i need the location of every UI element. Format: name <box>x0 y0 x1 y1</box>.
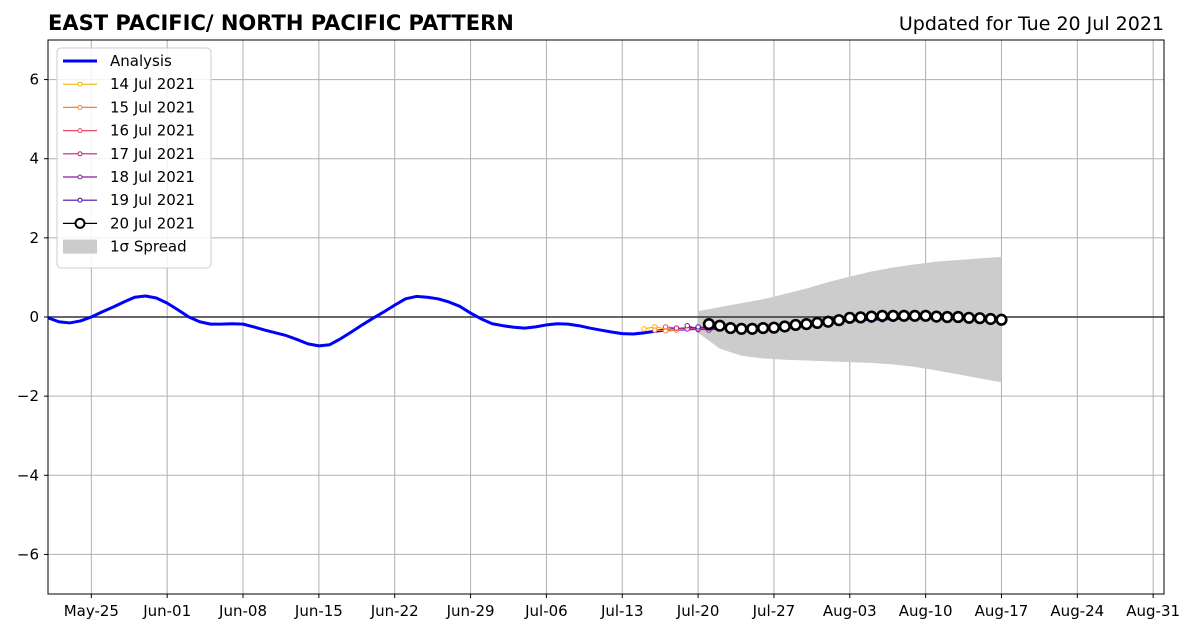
forecast-point <box>897 309 911 322</box>
x-tick-label: Aug-17 <box>975 602 1029 620</box>
y-tick-label: 0 <box>29 308 39 326</box>
y-tick-label: 6 <box>29 71 39 89</box>
forecast-point <box>746 322 759 335</box>
legend-swatch-marker <box>74 217 86 229</box>
legend-swatch-marker <box>77 128 83 134</box>
forecast-point <box>962 311 976 324</box>
y-tick-label: −4 <box>17 466 39 484</box>
x-tick-label: Aug-24 <box>1050 602 1104 620</box>
forecast-point <box>919 309 932 322</box>
chart-subtitle: Updated for Tue 20 Jul 2021 <box>899 13 1164 35</box>
legend-swatch-spread <box>63 239 97 254</box>
axis-ticks: May-25 Jun-01 Jun-08 Jun-15 Jun-22 Jun-29 Jul-… <box>17 71 1180 620</box>
x-tick-label: Aug-03 <box>823 602 877 620</box>
legend-box <box>56 47 212 269</box>
forecast-point <box>652 327 658 333</box>
forecast-point <box>832 314 846 327</box>
forecast-point <box>973 312 986 325</box>
forecast-point <box>843 311 856 324</box>
legend-label: Analysis <box>110 52 172 70</box>
forecast-point <box>876 309 889 322</box>
forecast-point <box>941 310 954 324</box>
analysis-line <box>48 294 699 348</box>
forecast-point <box>908 309 921 322</box>
y-tick-label: −2 <box>17 387 39 405</box>
legend-swatch-marker <box>77 81 83 87</box>
y-tick-label: 4 <box>29 150 39 168</box>
forecast-point <box>854 311 867 324</box>
x-tick-label: Aug-10 <box>899 602 953 620</box>
y-tick-label: 2 <box>29 229 39 247</box>
legend-swatch-marker <box>77 151 83 157</box>
forecast-point <box>684 323 690 329</box>
x-tick-label: Jun-29 <box>446 602 495 620</box>
legend-label: 20 Jul 2021 <box>110 214 195 232</box>
forecast-point <box>811 316 824 330</box>
x-tick-label: Jun-01 <box>142 602 191 620</box>
legend-label: 16 Jul 2021 <box>110 122 195 140</box>
x-tick-label: Jul-20 <box>676 602 720 620</box>
forecast-point <box>995 313 1008 326</box>
forecast-point <box>735 322 748 335</box>
forecast-point <box>702 318 716 331</box>
x-tick-label: Jun-15 <box>294 602 343 620</box>
legend-label: 18 Jul 2021 <box>110 168 195 186</box>
x-tick-label: Jul-27 <box>752 602 796 620</box>
forecast-point <box>695 324 701 330</box>
forecast-point <box>724 321 737 335</box>
forecast-point <box>800 318 813 331</box>
legend-label: 14 Jul 2021 <box>110 75 195 93</box>
forecast-point <box>789 318 802 332</box>
forecast-point <box>673 325 680 331</box>
x-tick-label: Jul-06 <box>524 602 568 620</box>
forecast-point <box>767 321 781 334</box>
forecast-point <box>757 321 770 335</box>
y-tick-label: −6 <box>17 545 39 563</box>
x-tick-label: May-25 <box>64 602 119 620</box>
forecast-point <box>865 310 878 323</box>
forecast-point <box>662 324 669 330</box>
legend-swatch-marker <box>77 174 83 180</box>
x-tick-label: Aug-31 <box>1126 602 1180 620</box>
forecast-point <box>822 315 835 328</box>
x-tick-label: Jun-22 <box>370 602 419 620</box>
legend: Analysis 14 Jul 2021 15 Jul 2021 16 Jul 202… <box>56 47 212 269</box>
forecast-point <box>641 326 647 332</box>
legend-swatch-marker <box>77 197 83 203</box>
forecast-point <box>778 320 791 333</box>
x-tick-label: Jun-08 <box>218 602 267 620</box>
forecast-point <box>930 310 943 323</box>
series-layer <box>48 294 1008 348</box>
legend-label: 15 Jul 2021 <box>110 98 195 116</box>
forecast-series <box>702 309 1008 335</box>
legend-label: 1σ Spread <box>110 238 187 256</box>
x-tick-label: Jul-13 <box>600 602 644 620</box>
forecast-point <box>984 312 997 326</box>
legend-label: 17 Jul 2021 <box>110 145 195 163</box>
legend-swatch-marker <box>77 104 83 110</box>
chart-title: EAST PACIFIC/ NORTH PACIFIC PATTERN <box>48 11 514 35</box>
legend-label: 19 Jul 2021 <box>110 191 195 209</box>
forecast-point <box>952 310 965 324</box>
forecast-point <box>887 309 900 322</box>
forecast-point <box>713 319 726 332</box>
